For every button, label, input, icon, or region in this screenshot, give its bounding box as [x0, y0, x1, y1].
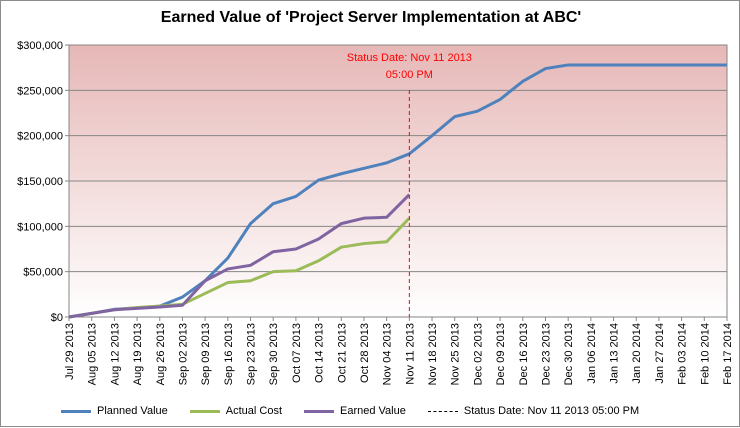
y-tick-label: $300,000 [17, 40, 63, 52]
x-tick-label: Jan 20 2014 [631, 323, 643, 384]
y-tick-label: $150,000 [17, 176, 63, 188]
legend: Planned Value Actual Cost Earned Value S… [61, 405, 661, 417]
x-tick-label: Sep 02 2013 [177, 323, 189, 385]
y-tick-label: $200,000 [17, 131, 63, 143]
x-tick-label: Dec 30 2013 [563, 323, 575, 385]
series-line-planned-value [68, 63, 727, 319]
x-tick-label: Dec 23 2013 [540, 323, 552, 385]
x-tick-label: Nov 25 2013 [450, 323, 462, 385]
y-tick-label: $250,000 [17, 85, 63, 97]
status-date-time-label: 05:00 PM [386, 69, 433, 81]
x-tick-label: Oct 28 2013 [359, 323, 371, 383]
x-tick-label: Oct 21 2013 [336, 323, 348, 383]
x-tick-label: Aug 05 2013 [87, 323, 99, 385]
legend-swatch [304, 409, 334, 413]
x-tick-label: Nov 18 2013 [427, 323, 439, 385]
legend-label: Actual Cost [225, 405, 282, 417]
x-tick-label: Jan 06 2014 [586, 323, 598, 384]
legend-label: Planned Value [97, 405, 168, 417]
x-tick-label: Dec 09 2013 [495, 323, 507, 385]
x-tick-label: Aug 19 2013 [132, 323, 144, 385]
x-tick-label: Feb 03 2014 [677, 323, 689, 385]
chart-title: Earned Value of 'Project Server Implemen… [160, 9, 582, 26]
legend-item-planned-value: Planned Value [61, 405, 168, 417]
x-tick-label: Jan 13 2014 [609, 323, 621, 384]
legend-item-actual-cost: Actual Cost [189, 405, 282, 417]
legend-swatch [427, 410, 458, 412]
x-tick-label: Sep 23 2013 [246, 323, 258, 385]
y-tick-label: $0 [51, 312, 63, 324]
x-tick-label: Nov 04 2013 [382, 323, 394, 385]
legend-label: Status Date: Nov 11 2013 05:00 PM [463, 405, 640, 417]
legend-label: Earned Value [340, 405, 406, 417]
x-tick-label: Aug 12 2013 [109, 323, 121, 385]
x-tick-label: Dec 02 2013 [472, 323, 484, 385]
x-tick-label: Sep 16 2013 [223, 323, 235, 385]
series-line-earned-value [68, 193, 411, 319]
x-tick-label: Dec 16 2013 [518, 323, 530, 385]
x-tick-label: Oct 07 2013 [291, 323, 303, 383]
x-tick-label: Nov 11 2013 [404, 323, 416, 385]
x-tick-label: Sep 30 2013 [268, 323, 280, 385]
legend-item-status-date: Status Date: Nov 11 2013 05:00 PM [427, 405, 640, 417]
legend-swatch [189, 409, 220, 413]
x-tick-label: Jul 29 2013 [64, 323, 76, 380]
y-tick-label: $50,000 [23, 267, 63, 279]
status-date-label: Status Date: Nov 11 2013 [347, 52, 472, 64]
x-tick-label: Feb 17 2014 [722, 323, 734, 385]
x-tick-label: Feb 10 2014 [699, 323, 711, 385]
x-tick-label: Aug 26 2013 [155, 323, 167, 385]
x-tick-label: Jan 27 2014 [654, 323, 666, 384]
x-tick-label: Oct 14 2013 [314, 323, 326, 383]
legend-item-earned-value: Earned Value [304, 405, 406, 417]
legend-swatch [61, 409, 91, 413]
x-tick-label: Sep 09 2013 [200, 323, 212, 385]
y-tick-label: $100,000 [17, 221, 63, 233]
